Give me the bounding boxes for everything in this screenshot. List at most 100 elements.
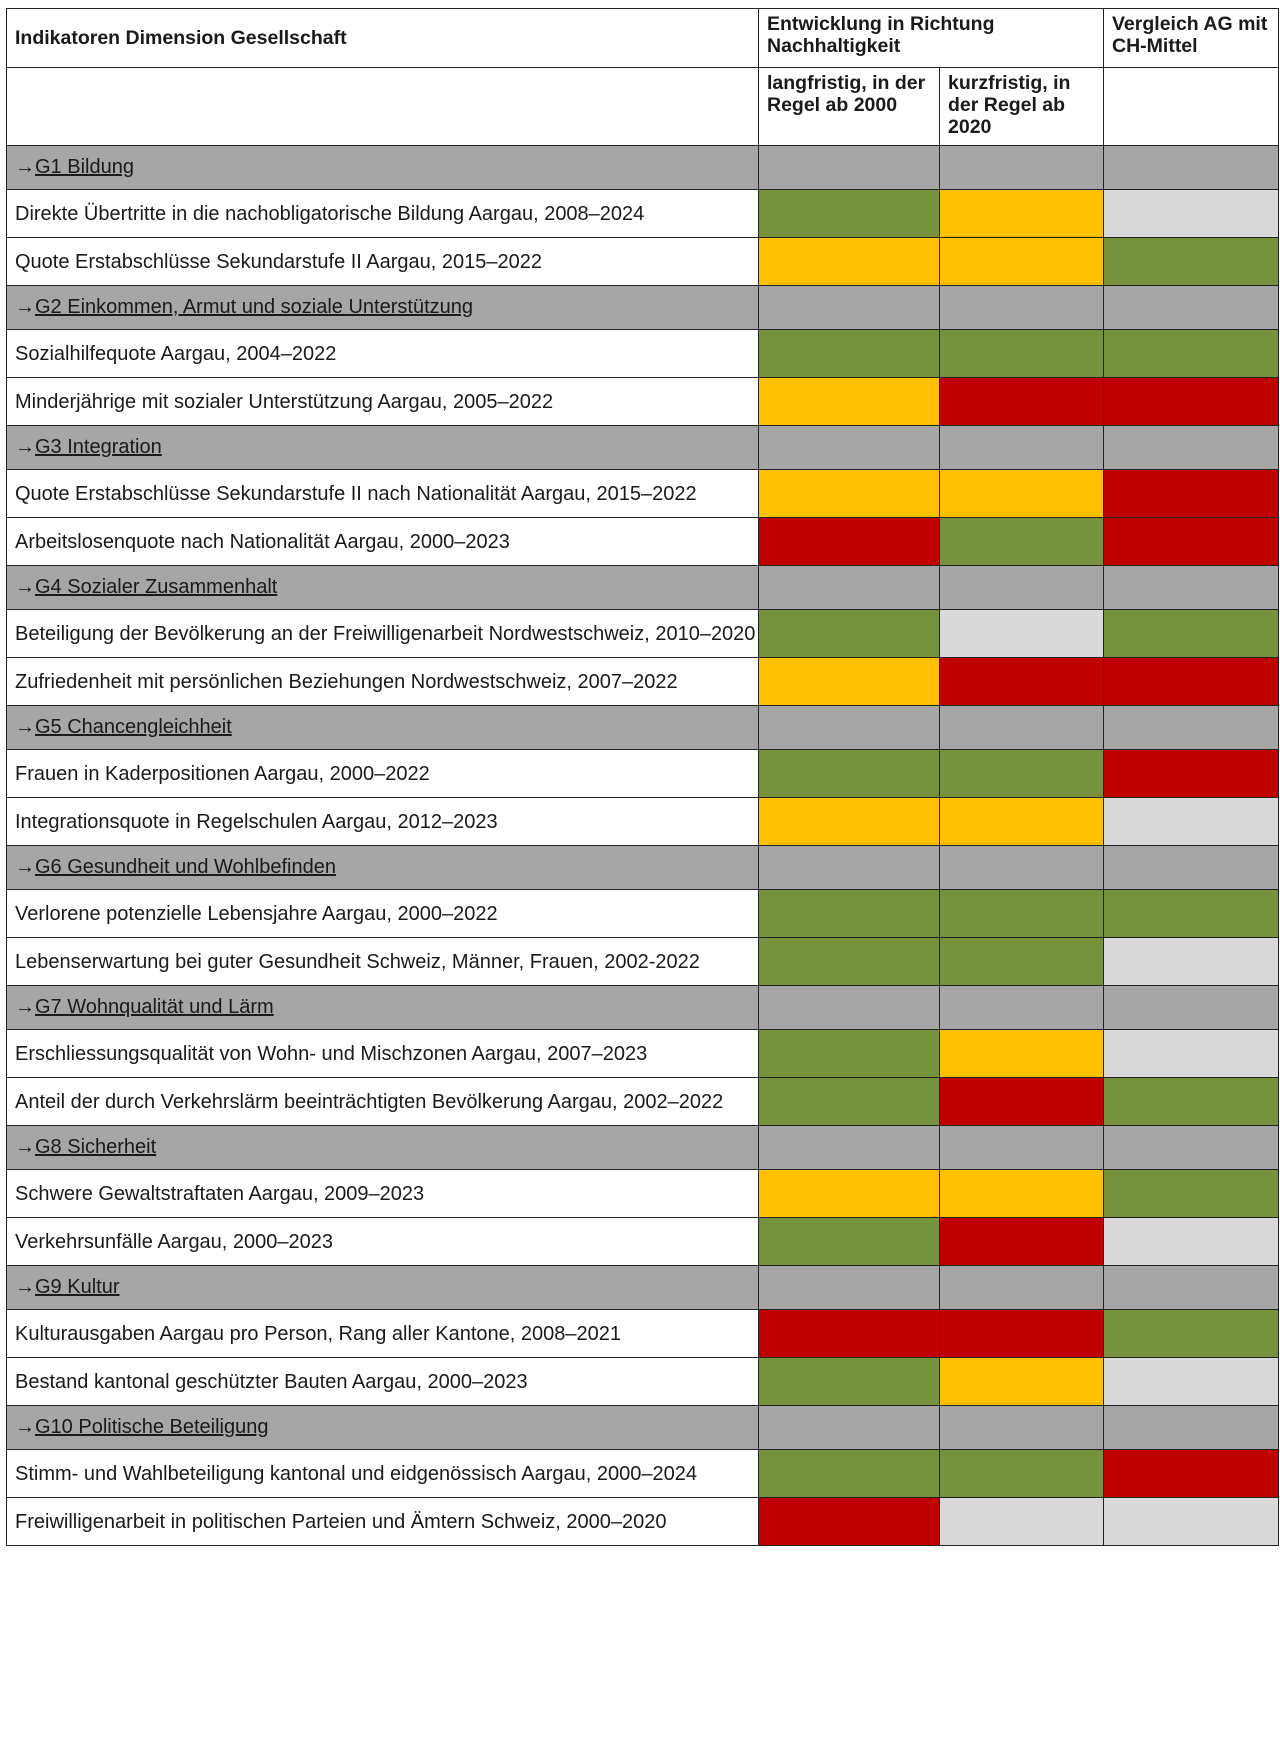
- indicator-row: Quote Erstabschlüsse Sekundarstufe II na…: [6, 469, 1279, 518]
- indicator-label: Minderjährige mit sozialer Unterstützung…: [6, 377, 759, 426]
- status-cell-long-term: [758, 1029, 940, 1078]
- status-cell-comparison: [1103, 1217, 1279, 1266]
- status-cell-long-term: [758, 889, 940, 938]
- group-filler-cell: [939, 1265, 1104, 1310]
- status-cell-short-term: [939, 1029, 1104, 1078]
- status-cell-long-term: [758, 377, 940, 426]
- arrow-icon: →: [15, 296, 35, 318]
- indicator-label: Kulturausgaben Aargau pro Person, Rang a…: [6, 1309, 759, 1358]
- group-filler-cell: [1103, 145, 1279, 190]
- group-filler-cell: [1103, 705, 1279, 750]
- group-filler-cell: [1103, 1405, 1279, 1450]
- status-cell-comparison: [1103, 1497, 1279, 1546]
- group-title-link[interactable]: G2 Einkommen, Armut und soziale Unterstü…: [35, 296, 473, 318]
- status-cell-comparison: [1103, 1169, 1279, 1218]
- indicator-row: Freiwilligenarbeit in politischen Partei…: [6, 1497, 1279, 1546]
- group-filler-cell: [939, 1125, 1104, 1170]
- status-cell-comparison: [1103, 657, 1279, 706]
- group-filler-cell: [939, 285, 1104, 330]
- status-cell-short-term: [939, 517, 1104, 566]
- indicator-row: Quote Erstabschlüsse Sekundarstufe II Aa…: [6, 237, 1279, 286]
- status-cell-long-term: [758, 237, 940, 286]
- indicator-row: Direkte Übertritte in die nachobligatori…: [6, 189, 1279, 238]
- group-row: →G4 Sozialer Zusammenhalt: [6, 565, 1279, 610]
- group-row: →G8 Sicherheit: [6, 1125, 1279, 1170]
- group-filler-cell: [758, 145, 940, 190]
- group-filler-cell: [1103, 285, 1279, 330]
- status-cell-long-term: [758, 1077, 940, 1126]
- status-cell-long-term: [758, 1217, 940, 1266]
- group-filler-cell: [758, 425, 940, 470]
- status-cell-long-term: [758, 1449, 940, 1498]
- status-cell-comparison: [1103, 517, 1279, 566]
- status-cell-short-term: [939, 1497, 1104, 1546]
- status-cell-long-term: [758, 517, 940, 566]
- group-title-link[interactable]: G8 Sicherheit: [35, 1136, 157, 1158]
- group-filler-cell: [1103, 1265, 1279, 1310]
- indicator-row: Verlorene potenzielle Lebensjahre Aargau…: [6, 889, 1279, 938]
- status-cell-long-term: [758, 329, 940, 378]
- arrow-icon: →: [15, 1416, 35, 1438]
- arrow-icon: →: [15, 856, 35, 878]
- indicator-row: Arbeitslosenquote nach Nationalität Aarg…: [6, 517, 1279, 566]
- group-label: →G5 Chancengleichheit: [6, 705, 759, 750]
- status-cell-long-term: [758, 189, 940, 238]
- group-filler-cell: [758, 1265, 940, 1310]
- group-title-link[interactable]: G7 Wohnqualität und Lärm: [35, 996, 274, 1018]
- group-filler-cell: [939, 565, 1104, 610]
- status-cell-short-term: [939, 189, 1104, 238]
- status-cell-short-term: [939, 329, 1104, 378]
- indicator-label: Direkte Übertritte in die nachobligatori…: [6, 189, 759, 238]
- status-cell-short-term: [939, 937, 1104, 986]
- header-long-term: langfristig, in der Regel ab 2000: [758, 67, 940, 146]
- group-title-link[interactable]: G6 Gesundheit und Wohlbefinden: [35, 856, 336, 878]
- arrow-icon: →: [15, 716, 35, 738]
- arrow-icon: →: [15, 156, 35, 178]
- group-row: →G3 Integration: [6, 425, 1279, 470]
- group-row: →G2 Einkommen, Armut und soziale Unterst…: [6, 285, 1279, 330]
- indicator-label: Verlorene potenzielle Lebensjahre Aargau…: [6, 889, 759, 938]
- header-empty-comparison: [1103, 67, 1279, 146]
- group-row: →G7 Wohnqualität und Lärm: [6, 985, 1279, 1030]
- header-indicators: Indikatoren Dimension Gesellschaft: [6, 8, 759, 68]
- indicator-label: Bestand kantonal geschützter Bauten Aarg…: [6, 1357, 759, 1406]
- group-title-link[interactable]: G1 Bildung: [35, 156, 134, 178]
- header-development: Entwicklung in Richtung Nachhaltigkeit: [758, 8, 1104, 68]
- indicator-row: Frauen in Kaderpositionen Aargau, 2000–2…: [6, 749, 1279, 798]
- indicator-label: Quote Erstabschlüsse Sekundarstufe II na…: [6, 469, 759, 518]
- indicator-row: Verkehrsunfälle Aargau, 2000–2023: [6, 1217, 1279, 1266]
- group-title-link[interactable]: G3 Integration: [35, 436, 162, 458]
- status-cell-short-term: [939, 1077, 1104, 1126]
- indicator-row: Zufriedenheit mit persönlichen Beziehung…: [6, 657, 1279, 706]
- status-cell-short-term: [939, 1217, 1104, 1266]
- group-title-link[interactable]: G5 Chancengleichheit: [35, 716, 232, 738]
- group-label: →G4 Sozialer Zusammenhalt: [6, 565, 759, 610]
- status-cell-short-term: [939, 237, 1104, 286]
- group-label: →G6 Gesundheit und Wohlbefinden: [6, 845, 759, 890]
- status-cell-long-term: [758, 937, 940, 986]
- group-row: →G9 Kultur: [6, 1265, 1279, 1310]
- indicator-row: Schwere Gewaltstraftaten Aargau, 2009–20…: [6, 1169, 1279, 1218]
- status-cell-long-term: [758, 749, 940, 798]
- header-empty-cell: [6, 67, 759, 146]
- status-cell-short-term: [939, 797, 1104, 846]
- indicator-label: Schwere Gewaltstraftaten Aargau, 2009–20…: [6, 1169, 759, 1218]
- group-title-link[interactable]: G4 Sozialer Zusammenhalt: [35, 576, 278, 598]
- group-filler-cell: [758, 705, 940, 750]
- status-cell-long-term: [758, 797, 940, 846]
- status-cell-comparison: [1103, 889, 1279, 938]
- group-filler-cell: [939, 1405, 1104, 1450]
- group-title-link[interactable]: G10 Politische Beteiligung: [35, 1416, 269, 1438]
- group-label: →G7 Wohnqualität und Lärm: [6, 985, 759, 1030]
- arrow-icon: →: [15, 996, 35, 1018]
- status-cell-comparison: [1103, 189, 1279, 238]
- indicator-label: Quote Erstabschlüsse Sekundarstufe II Aa…: [6, 237, 759, 286]
- status-cell-comparison: [1103, 377, 1279, 426]
- status-cell-long-term: [758, 1309, 940, 1358]
- group-row: →G10 Politische Beteiligung: [6, 1405, 1279, 1450]
- status-cell-comparison: [1103, 1077, 1279, 1126]
- header-row-2: langfristig, in der Regel ab 2000 kurzfr…: [6, 67, 1279, 146]
- group-title-link[interactable]: G9 Kultur: [35, 1276, 120, 1298]
- indicator-row: Stimm- und Wahlbeteiligung kantonal und …: [6, 1449, 1279, 1498]
- indicator-label: Stimm- und Wahlbeteiligung kantonal und …: [6, 1449, 759, 1498]
